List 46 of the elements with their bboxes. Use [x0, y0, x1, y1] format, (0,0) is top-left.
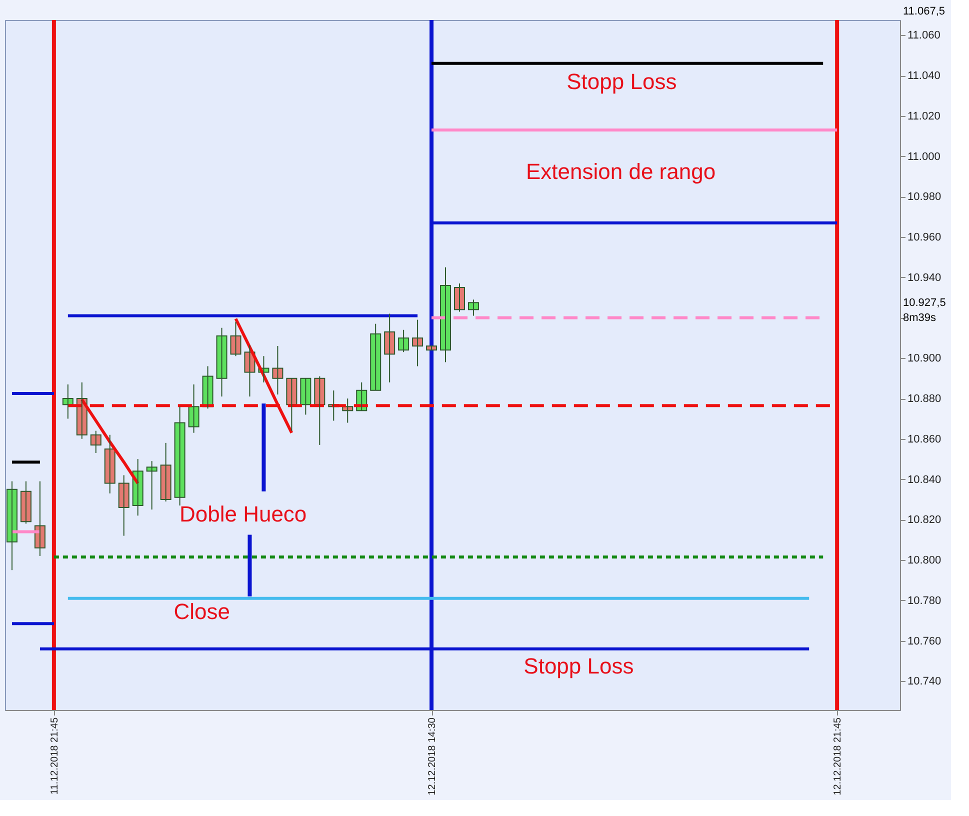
candlestick: [398, 329, 410, 353]
y-tick-label: 10.800: [908, 554, 942, 567]
y-tick-label: 10.900: [908, 352, 942, 365]
y-tick-label: 10.780: [908, 594, 942, 607]
candlestick: [412, 319, 424, 367]
annotation: Stopp Loss: [566, 69, 677, 94]
x-tick-label: 12.12.2018 14:30: [427, 717, 438, 796]
candlestick: [230, 321, 242, 357]
x-tick-label: 11.12.2018 21:45: [49, 717, 60, 795]
candlestick: [146, 460, 158, 510]
annotation: Close: [174, 599, 230, 624]
y-tick-label: 10.860: [908, 433, 942, 446]
y-tick-label: 10.980: [908, 191, 942, 204]
y-tick-label: 10.820: [908, 514, 942, 526]
candlestick: [468, 299, 479, 316]
candlestick: [272, 346, 284, 395]
y-tick-label: 11.000: [908, 150, 940, 163]
candlestick: [300, 378, 312, 416]
y-tick-label: 10.880: [908, 393, 942, 406]
candlestick: [454, 282, 465, 312]
y-tick-label: 10.940: [908, 272, 942, 284]
candlestick: [370, 323, 382, 391]
text: 8m39s: [903, 312, 937, 324]
candlestick: [20, 480, 32, 524]
candlestick: [216, 327, 228, 397]
y-tick-label: 10.840: [908, 474, 942, 486]
annotation: Stopp Loss: [524, 654, 634, 679]
y-tick-label: 11.040: [908, 70, 940, 82]
candlestick: [104, 434, 116, 494]
annotation: Extension de rango: [526, 158, 716, 184]
y-tick-label: 11.020: [908, 110, 940, 122]
text: 11.067,5: [903, 6, 946, 18]
y-tick-label: 10.740: [908, 676, 942, 688]
candlestick: [384, 313, 396, 383]
y-tick-label: 10.760: [908, 635, 942, 648]
candlestick: [188, 384, 200, 434]
candlestick: [90, 430, 102, 454]
candlestick: [118, 474, 130, 536]
x-tick-label: 12.12.2018 21:45: [832, 717, 844, 796]
annotation: Doble Hueco: [179, 502, 307, 527]
text: 10.927,5: [903, 296, 946, 309]
candlestick: [174, 406, 186, 506]
y-tick-label: 11.060: [908, 30, 940, 42]
candlestick: [426, 346, 438, 351]
candlestick: [160, 442, 172, 502]
y-tick-label: 10.960: [908, 232, 942, 244]
